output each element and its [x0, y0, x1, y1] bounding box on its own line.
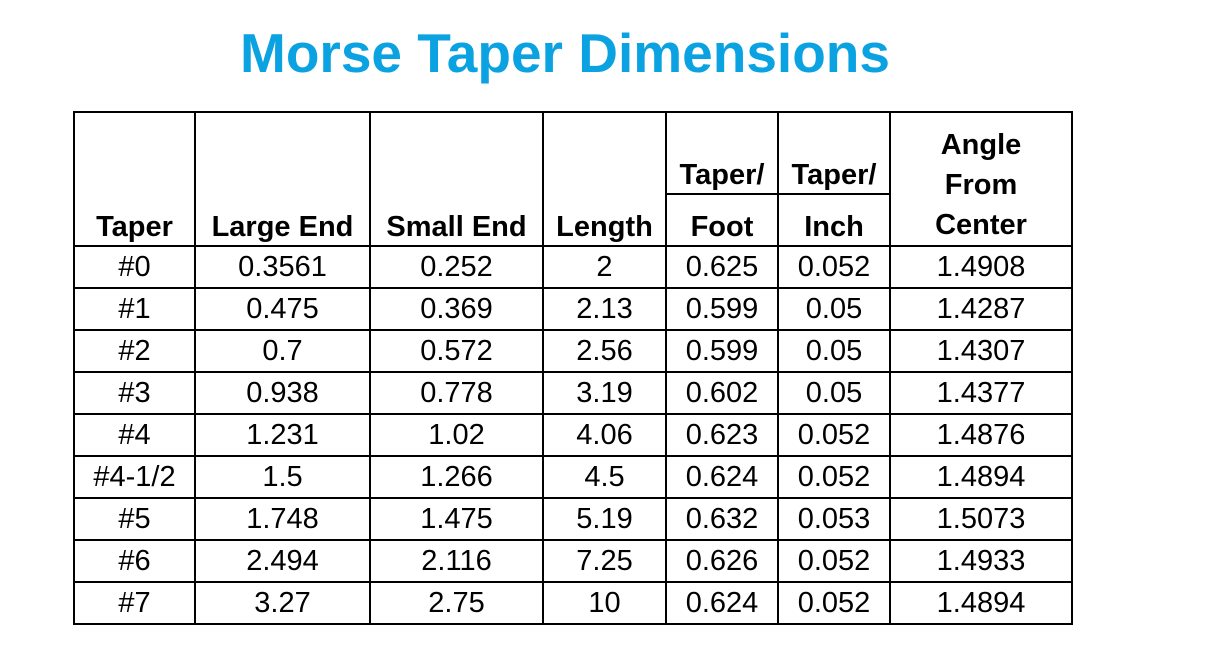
table-cell: #4-1/2 — [73, 455, 196, 499]
table-cell: 0.3561 — [194, 245, 371, 289]
table-cell: 0.052 — [777, 539, 891, 583]
header-large-end: Large End — [194, 111, 371, 247]
table-cell: 0.602 — [665, 371, 779, 415]
table-cell: 0.624 — [665, 581, 779, 625]
table-cell: 0.052 — [777, 455, 891, 499]
table-cell: #1 — [73, 287, 196, 331]
table-cell: 0.05 — [777, 371, 891, 415]
table-cell: 0.623 — [665, 413, 779, 457]
header-angle-from-center: Angle From Center — [889, 111, 1073, 247]
table-cell: 0.572 — [369, 329, 544, 373]
table-cell: 0.599 — [665, 287, 779, 331]
header-length: Length — [542, 111, 667, 247]
table-cell: 0.05 — [777, 287, 891, 331]
table-cell: #5 — [73, 497, 196, 541]
table-cell: 2.116 — [369, 539, 544, 583]
table-cell: 3.19 — [542, 371, 667, 415]
table-cell: 2.494 — [194, 539, 371, 583]
table-cell: 1.266 — [369, 455, 544, 499]
table-cell: 1.02 — [369, 413, 544, 457]
table-cell: 7.25 — [542, 539, 667, 583]
table-cell: 1.4876 — [889, 413, 1073, 457]
page-title: Morse Taper Dimensions — [240, 22, 890, 84]
table-cell: 1.4377 — [889, 371, 1073, 415]
table-row: #2 0.7 0.572 2.56 0.599 0.05 1.4307 — [73, 329, 1073, 373]
table-cell: 0.599 — [665, 329, 779, 373]
header-taper-foot-bottom: Foot — [665, 193, 779, 247]
table-cell: #2 — [73, 329, 196, 373]
table-row: #3 0.938 0.778 3.19 0.602 0.05 1.4377 — [73, 371, 1073, 415]
table-cell: 1.475 — [369, 497, 544, 541]
table-cell: 1.4894 — [889, 455, 1073, 499]
table-cell: #3 — [73, 371, 196, 415]
table-cell: 3.27 — [194, 581, 371, 625]
table-cell: 0.05 — [777, 329, 891, 373]
table-cell: 0.252 — [369, 245, 544, 289]
header-small-end: Small End — [369, 111, 544, 247]
table-cell: #0 — [73, 245, 196, 289]
table-cell: 1.4908 — [889, 245, 1073, 289]
header-taper: Taper — [73, 111, 196, 247]
table-cell: 2.13 — [542, 287, 667, 331]
header-taper-inch-top: Taper/ — [777, 111, 891, 195]
header-taper-inch-bottom: Inch — [777, 193, 891, 247]
table-cell: #4 — [73, 413, 196, 457]
table-cell: 2.56 — [542, 329, 667, 373]
table-cell: 0.475 — [194, 287, 371, 331]
table-cell: 0.369 — [369, 287, 544, 331]
table-cell: 0.938 — [194, 371, 371, 415]
table-cell: 0.052 — [777, 413, 891, 457]
table-row: #4 1.231 1.02 4.06 0.623 0.052 1.4876 — [73, 413, 1073, 457]
table-cell: 1.5073 — [889, 497, 1073, 541]
table-row: #7 3.27 2.75 10 0.624 0.052 1.4894 — [73, 581, 1073, 625]
table-cell: 0.626 — [665, 539, 779, 583]
table-cell: 0.052 — [777, 245, 891, 289]
table-row: #0 0.3561 0.252 2 0.625 0.052 1.4908 — [73, 245, 1073, 289]
morse-taper-table: Taper Large End Small End Length Taper/ … — [73, 111, 1073, 625]
table-cell: 1.748 — [194, 497, 371, 541]
table-cell: 0.053 — [777, 497, 891, 541]
table-row: #5 1.748 1.475 5.19 0.632 0.053 1.5073 — [73, 497, 1073, 541]
table-row: #4-1/2 1.5 1.266 4.5 0.624 0.052 1.4894 — [73, 455, 1073, 499]
table-row: #1 0.475 0.369 2.13 0.599 0.05 1.4287 — [73, 287, 1073, 331]
table-cell: 1.231 — [194, 413, 371, 457]
table-row: #6 2.494 2.116 7.25 0.626 0.052 1.4933 — [73, 539, 1073, 583]
header-taper-foot-top: Taper/ — [665, 111, 779, 195]
table-cell: 1.4287 — [889, 287, 1073, 331]
table-cell: 1.4307 — [889, 329, 1073, 373]
table-cell: 2.75 — [369, 581, 544, 625]
table-cell: 0.7 — [194, 329, 371, 373]
table-cell: #6 — [73, 539, 196, 583]
table-cell: 0.778 — [369, 371, 544, 415]
table-cell: 1.4894 — [889, 581, 1073, 625]
table-cell: 0.625 — [665, 245, 779, 289]
table-cell: 1.5 — [194, 455, 371, 499]
table-cell: 5.19 — [542, 497, 667, 541]
table-cell: 4.06 — [542, 413, 667, 457]
table-cell: 0.632 — [665, 497, 779, 541]
table-cell: 2 — [542, 245, 667, 289]
table-cell: 10 — [542, 581, 667, 625]
table-cell: 0.052 — [777, 581, 891, 625]
table-cell: 4.5 — [542, 455, 667, 499]
table-cell: #7 — [73, 581, 196, 625]
table-cell: 1.4933 — [889, 539, 1073, 583]
table-cell: 0.624 — [665, 455, 779, 499]
